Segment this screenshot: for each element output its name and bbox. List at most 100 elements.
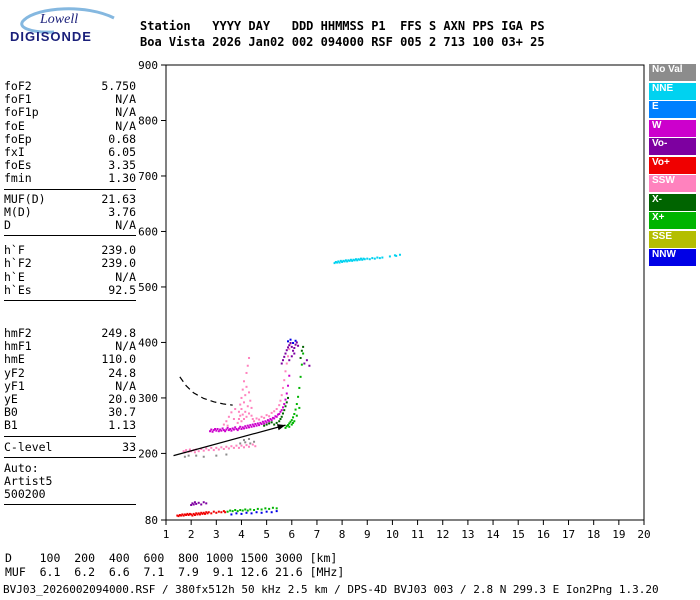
station-header: Station YYYY DAY DDD HHMMSS P1 FFS S AXN… (140, 18, 545, 50)
logo-text-digisonde: DIGISONDE (10, 29, 92, 44)
separator-line (4, 435, 136, 437)
y-tick-label: 80 (145, 514, 158, 527)
param-label: D (4, 218, 11, 233)
param-row-h-es: h`Es 92.5 (4, 282, 136, 297)
param-label: B1 (4, 418, 18, 433)
logo-swoosh-icon (20, 7, 115, 34)
param-row-hmf2: hmF2 249.8 (4, 326, 136, 341)
series-es-trace-red (176, 510, 227, 518)
legend-item-x-: X+ (649, 212, 696, 229)
x-tick-label: 17 (562, 528, 575, 541)
lowell-digisonde-logo: Lowell DIGISONDE (8, 5, 132, 47)
legend-item-vo-: Vo+ (649, 156, 696, 174)
parameter-panel: foF2 5.750 foF1 N/A foF1p N/A foE N/A foEp 0.68 fx… (4, 79, 136, 508)
y-tick-label: 700 (138, 170, 158, 183)
y-tick-label: 900 (138, 59, 158, 72)
param-value: 1.13 (108, 418, 136, 433)
x-tick-label: 18 (587, 528, 600, 541)
param-group-1: MUF(D) 21.63 M(D) 3.76 D N/A (4, 191, 136, 233)
param-value: 92.5 (108, 282, 136, 297)
param-group-0: foF2 5.750 foF1 N/A foF1p N/A foE N/A foEp 0.68 fx… (4, 79, 136, 186)
param-row-foep: foEp 0.68 (4, 131, 136, 146)
param-value: N/A (115, 378, 136, 393)
param-row-yf2: yF2 24.8 (4, 365, 136, 380)
param-label: fmin (4, 171, 32, 186)
x-tick-label: 19 (612, 528, 625, 541)
muf-frequency-row: MUF 6.1 6.2 6.6 7.1 7.9 9.1 12.6 21.6 [M… (5, 565, 345, 579)
param-value: 110.0 (101, 352, 136, 367)
series-e-layer-cluster (190, 501, 208, 507)
legend-item-nnw: NNW (649, 249, 696, 266)
ionogram-plot: 1 2 3 4 5 6 7 8 9 10 11 12 13 14 15 16 17 18 19 20 900 800 700… (138, 58, 658, 554)
param-row-h-e: h`E N/A (4, 270, 136, 284)
overlay-artist-dashed-extrapolation (179, 376, 233, 406)
param-label: foEp (4, 131, 32, 146)
y-axis-ticks: 900 800 700 600 500 400 300 200 80 (138, 59, 166, 527)
x-tick-label: 8 (339, 528, 346, 541)
param-label: 500200 (4, 487, 46, 502)
legend-item-ssw: SSW (649, 175, 696, 192)
param-row-b1: B1 1.13 (4, 419, 136, 432)
separator-line (4, 235, 136, 237)
param-row-c-level: C-level 33 (4, 439, 136, 454)
x-tick-label: 4 (238, 528, 245, 541)
x-tick-label: 1 (163, 528, 170, 541)
param-row-b0: B0 30.7 (4, 406, 136, 419)
header-values: Boa Vista 2026 Jan02 002 094000 RSF 005 … (140, 35, 545, 49)
y-tick-label: 500 (138, 281, 158, 294)
param-label: foF1p (4, 105, 39, 120)
y-tick-label: 800 (138, 114, 158, 127)
param-label: yF2 (4, 365, 25, 380)
plot-frame (165, 64, 645, 521)
param-value: 1.30 (108, 171, 136, 186)
legend-item-e: E (649, 101, 696, 118)
series-es-trace-green (226, 506, 278, 513)
x-tick-label: 20 (637, 528, 650, 541)
param-label: foF1 (4, 92, 32, 107)
separator-line (4, 456, 136, 458)
x-tick-label: 3 (213, 528, 220, 541)
param-row-fxi: fxI 6.05 (4, 145, 136, 160)
muf-distance-row: D 100 200 400 600 800 1000 1500 3000 [km… (5, 551, 338, 565)
param-value: 6.05 (108, 145, 136, 160)
overlay-artist-baseline (173, 424, 286, 457)
param-value: 33 (122, 439, 136, 454)
param-label: h`Es (4, 282, 32, 297)
x-tick-label: 7 (314, 528, 321, 541)
legend-item-vo-: Vo- (649, 138, 696, 155)
ionogram-svg: 1 2 3 4 5 6 7 8 9 10 11 12 13 14 15 16 17 18 19 20900800700… (138, 59, 651, 541)
param-label: Auto: (4, 460, 39, 475)
param-value: 0.68 (108, 131, 136, 146)
y-tick-label: 300 (138, 392, 158, 405)
param-value: 239.0 (101, 243, 136, 258)
param-row-h-f2: h`F2 239.0 (4, 257, 136, 270)
x-axis-ticks: 1 2 3 4 5 6 7 8 9 10 11 12 13 14 15 16 17 18 19 20 (163, 520, 651, 541)
separator-line (4, 300, 136, 302)
y-tick-label: 200 (138, 447, 158, 460)
param-row-fof1: foF1 N/A (4, 93, 136, 106)
param-row-d: D N/A (4, 218, 136, 233)
series-x-trace-green (284, 352, 305, 429)
legend-item-sse: SSE (649, 230, 696, 248)
param-value: 21.63 (101, 191, 136, 206)
x-tick-label: 13 (461, 528, 474, 541)
param-row-fmin: fmin 1.30 (4, 172, 136, 185)
series-x-trace-dark (263, 345, 305, 427)
param-row-h-f: h`F 239.0 (4, 244, 136, 257)
x-tick-label: 11 (411, 528, 424, 541)
param-value: N/A (115, 218, 136, 233)
param-row-artist5: Artist5 (4, 474, 136, 488)
param-row-fof2: foF2 5.750 (4, 79, 136, 93)
logo-text-lowell: Lowell (40, 12, 79, 27)
x-tick-label: 9 (364, 528, 371, 541)
param-group-3: hmF2 249.8 hmF1 N/A hmE 110.0 yF2 24.8 yF1 N/A yE 2… (4, 326, 136, 433)
param-label: foE (4, 118, 25, 133)
param-row-ye: yE 20.0 (4, 392, 136, 406)
param-label: h`F2 (4, 256, 32, 271)
param-row-500200: 500200 (4, 488, 136, 501)
param-label: hmF2 (4, 326, 32, 341)
param-row-hme: hmE 110.0 (4, 353, 136, 366)
param-value: 3.35 (108, 158, 136, 173)
series-f-trace-o-main (209, 374, 291, 433)
